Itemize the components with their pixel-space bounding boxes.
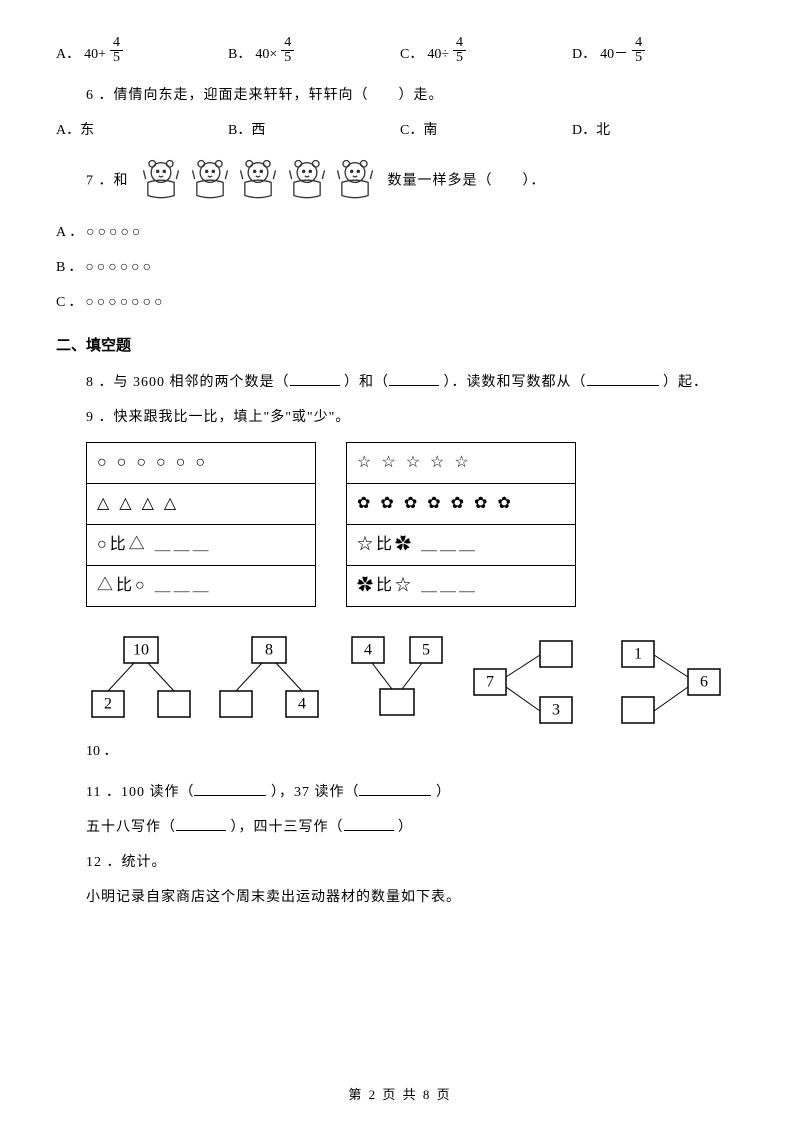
page-footer: 第 2 页 共 8 页 [0, 1085, 800, 1105]
opt-label: A． [56, 44, 80, 65]
q5-opt-D: D． 40－ 4 5 [572, 36, 744, 65]
q11-l1b: ），37 读作（ [271, 785, 360, 800]
q5-options: A． 40+ 4 5 B． 40× 4 5 C． 40÷ 4 5 D． 40－ … [56, 36, 744, 65]
cell: △ △ △ △ [87, 483, 316, 524]
cell: ○ ○ ○ ○ ○ ○ [87, 442, 316, 483]
svg-text:6: 6 [700, 673, 708, 690]
q7-prefix: 7 ．和 [86, 174, 129, 189]
q11-line2: 五十八写作（ ），四十三写作（ ） [86, 817, 744, 838]
blank [587, 372, 659, 386]
svg-text:4: 4 [298, 695, 306, 712]
q10-label: 10 ． [86, 741, 744, 762]
cell: ☆ ☆ ☆ ☆ ☆ [347, 442, 576, 483]
section2-title: 二、填空题 [56, 335, 744, 358]
fraction: 4 5 [632, 36, 645, 65]
svg-text:3: 3 [552, 701, 560, 718]
q7-options: A．○○○○○ B．○○○○○○ C．○○○○○○○ [56, 222, 744, 313]
svg-text:1: 1 [634, 645, 642, 662]
bond-4: 1 6 [608, 633, 728, 733]
q11-line1: 11 ．100 读作（ ），37 读作（ ） [86, 782, 744, 803]
q5-opt-B: B． 40× 4 5 [228, 36, 400, 65]
q11-l1c: ） [436, 785, 451, 800]
blank [176, 817, 226, 831]
opt-expr: 40－ [600, 44, 628, 65]
bear-icon [333, 155, 377, 201]
q5-opt-C: C． 40÷ 4 5 [400, 36, 572, 65]
q7-suffix: 数量一样多是（ ）． [388, 174, 546, 189]
opt-label: D． [572, 44, 596, 65]
q12-label: 12 ．统计。 [86, 852, 744, 873]
q6-text: 6 ．倩倩向东走，迎面走来轩轩，轩轩向（ ）走。 [86, 85, 744, 106]
bond-3: 7 3 [470, 633, 590, 733]
q11-l2a: 五十八写作（ [86, 820, 176, 835]
q7-text: 7 ．和 [86, 155, 744, 208]
bear-icon [139, 155, 183, 201]
q9-text: 9 ．快来跟我比一比，填上"多"或"少"。 [86, 407, 744, 428]
q11-l2b: ），四十三写作（ [231, 820, 344, 835]
fraction: 4 5 [453, 36, 466, 65]
q6-opt-C: C．南 [400, 120, 572, 141]
cell: ✿ ✿ ✿ ✿ ✿ ✿ ✿ [347, 483, 576, 524]
cell: ☆比✿ ＿＿＿ [347, 524, 576, 565]
q6-opt-B: B．西 [228, 120, 400, 141]
q6-opt-D: D．北 [572, 120, 744, 141]
q7-opt-A: A．○○○○○ [56, 222, 744, 243]
q10-bonds: 10 2 8 4 4 5 [86, 633, 744, 733]
svg-text:5: 5 [422, 641, 430, 658]
opt-expr: 40÷ [427, 44, 449, 65]
opt-expr: 40+ [84, 44, 106, 65]
q8-text: 8 ．与 3600 相邻的两个数是（ ）和（ ）．读数和写数都从（ ）起． [86, 372, 744, 393]
cell: △比○ ＿＿＿ [87, 565, 316, 606]
bond-0: 10 2 [86, 633, 196, 723]
fraction: 4 5 [110, 36, 123, 65]
blank [389, 372, 439, 386]
bond-1: 8 4 [214, 633, 324, 723]
blank [194, 782, 266, 796]
svg-text:8: 8 [265, 641, 273, 658]
q6-options: A．东 B．西 C．南 D．北 [56, 120, 744, 141]
q6-opt-A: A．东 [56, 120, 228, 141]
q8-p2: ）和（ [344, 375, 389, 390]
opt-label: B． [228, 44, 251, 65]
svg-text:10: 10 [133, 641, 149, 658]
bear-icon [285, 155, 329, 201]
q9-tables: ○ ○ ○ ○ ○ ○ △ △ △ △ ○比△ ＿＿＿ △比○ ＿＿＿ ☆ ☆ … [86, 442, 744, 607]
svg-text:4: 4 [364, 641, 372, 658]
cell: ✿比☆ ＿＿＿ [347, 565, 576, 606]
q9-left-table: ○ ○ ○ ○ ○ ○ △ △ △ △ ○比△ ＿＿＿ △比○ ＿＿＿ [86, 442, 316, 607]
bear-icon [236, 155, 280, 201]
q11-l1a: 11 ．100 读作（ [86, 785, 194, 800]
q8-p3: ）．读数和写数都从（ [444, 375, 587, 390]
bear-icons [139, 155, 377, 208]
q12-text: 小明记录自家商店这个周末卖出运动器材的数量如下表。 [86, 887, 744, 908]
q7-opt-B: B．○○○○○○ [56, 257, 744, 278]
q11-l2c: ） [398, 820, 413, 835]
blank [344, 817, 394, 831]
opt-label: C． [400, 44, 423, 65]
blank [290, 372, 340, 386]
q8-p1: 8 ．与 3600 相邻的两个数是（ [86, 375, 290, 390]
q5-opt-A: A． 40+ 4 5 [56, 36, 228, 65]
bond-2: 4 5 [342, 633, 452, 723]
q7-opt-C: C．○○○○○○○ [56, 292, 744, 313]
blank [359, 782, 431, 796]
fraction: 4 5 [281, 36, 294, 65]
svg-text:7: 7 [486, 673, 494, 690]
q8-p4: ）起． [663, 375, 708, 390]
bear-icon [188, 155, 232, 201]
q9-right-table: ☆ ☆ ☆ ☆ ☆ ✿ ✿ ✿ ✿ ✿ ✿ ✿ ☆比✿ ＿＿＿ ✿比☆ ＿＿＿ [346, 442, 576, 607]
svg-text:2: 2 [104, 695, 112, 712]
opt-expr: 40× [255, 44, 277, 65]
cell: ○比△ ＿＿＿ [87, 524, 316, 565]
